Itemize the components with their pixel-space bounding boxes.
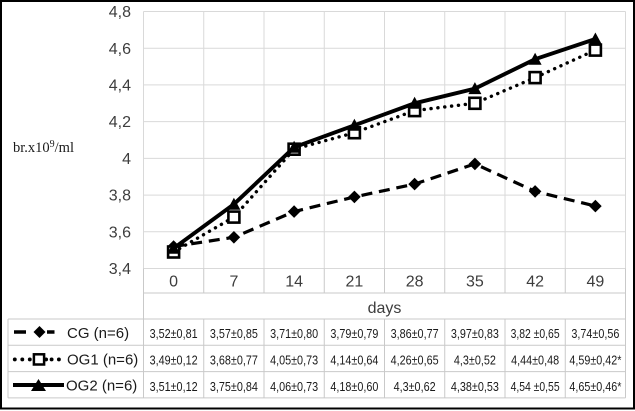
svg-text:3,97±0,83: 3,97±0,83 bbox=[451, 326, 499, 341]
svg-text:4,38±0,53: 4,38±0,53 bbox=[451, 379, 499, 394]
svg-text:42: 42 bbox=[526, 274, 544, 291]
svg-text:4,8: 4,8 bbox=[109, 4, 131, 21]
svg-text:3,75±0,84: 3,75±0,84 bbox=[210, 379, 258, 394]
svg-text:4,2: 4,2 bbox=[109, 114, 131, 131]
svg-text:4,3±0,52: 4,3±0,52 bbox=[454, 353, 496, 368]
svg-text:0: 0 bbox=[169, 274, 178, 291]
svg-text:4,4: 4,4 bbox=[109, 78, 131, 95]
svg-text:3,57±0,85: 3,57±0,85 bbox=[210, 326, 258, 341]
svg-text:21: 21 bbox=[346, 274, 364, 291]
svg-text:4,3±0,62: 4,3±0,62 bbox=[394, 379, 436, 394]
svg-text:OG2 (n=6): OG2 (n=6) bbox=[66, 378, 137, 395]
svg-text:7: 7 bbox=[229, 274, 238, 291]
svg-text:3,8: 3,8 bbox=[109, 188, 131, 205]
svg-text:3,49±0,12: 3,49±0,12 bbox=[150, 353, 198, 368]
svg-text:4,18±0,60: 4,18±0,60 bbox=[330, 379, 378, 394]
svg-text:14: 14 bbox=[285, 274, 303, 291]
svg-text:3,52±0,81: 3,52±0,81 bbox=[150, 326, 198, 341]
svg-text:days: days bbox=[368, 300, 402, 317]
svg-text:49: 49 bbox=[587, 274, 605, 291]
svg-text:3,71±0,80: 3,71±0,80 bbox=[270, 326, 318, 341]
svg-text:28: 28 bbox=[406, 274, 424, 291]
svg-text:4,26±0,65: 4,26±0,65 bbox=[391, 353, 439, 368]
svg-text:3,4: 3,4 bbox=[109, 261, 131, 278]
svg-text:3,86±0,77: 3,86±0,77 bbox=[391, 326, 439, 341]
svg-text:4,65±0,46*: 4,65±0,46* bbox=[569, 379, 621, 394]
svg-text:4: 4 bbox=[122, 151, 131, 168]
svg-text:br.x109/ml: br.x109/ml bbox=[13, 139, 74, 156]
svg-text:3,68±0,77: 3,68±0,77 bbox=[210, 353, 258, 368]
svg-text:4,59±0,42*: 4,59±0,42* bbox=[569, 353, 621, 368]
svg-text:3,74±0,56: 3,74±0,56 bbox=[571, 326, 619, 341]
svg-text:3,79±0,79: 3,79±0,79 bbox=[330, 326, 378, 341]
svg-text:3,6: 3,6 bbox=[109, 224, 131, 241]
svg-text:4,05±0,73: 4,05±0,73 bbox=[270, 353, 318, 368]
svg-text:3,82 ±0,65: 3,82 ±0,65 bbox=[511, 326, 560, 341]
svg-text:CG (n=6): CG (n=6) bbox=[67, 325, 129, 342]
svg-text:35: 35 bbox=[466, 274, 484, 291]
svg-text:4,44±0,48: 4,44±0,48 bbox=[511, 353, 559, 368]
svg-text:OG1 (n=6): OG1 (n=6) bbox=[67, 351, 138, 368]
svg-text:4,06±0,73: 4,06±0,73 bbox=[270, 379, 318, 394]
svg-text:4,54 ±0,55: 4,54 ±0,55 bbox=[511, 379, 560, 394]
svg-text:4,14±0,64: 4,14±0,64 bbox=[330, 353, 378, 368]
svg-text:4,6: 4,6 bbox=[109, 41, 131, 58]
svg-text:3,51±0,12: 3,51±0,12 bbox=[150, 379, 198, 394]
